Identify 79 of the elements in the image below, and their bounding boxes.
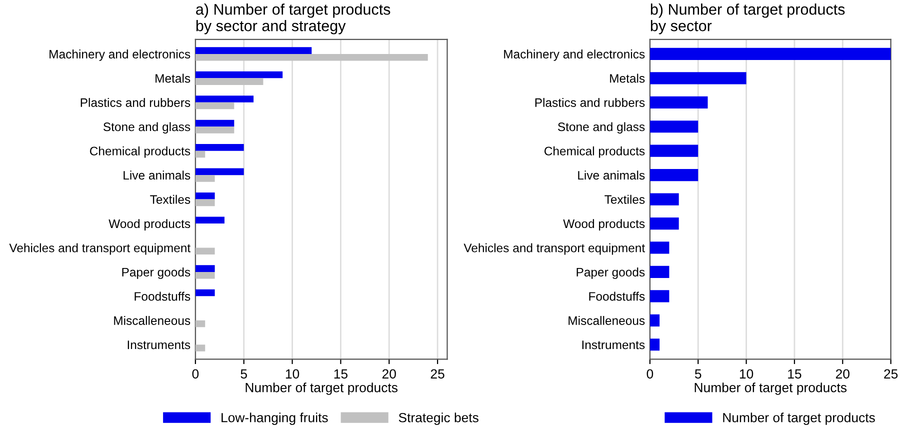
y-tick-label: Plastics and rubbers xyxy=(535,98,645,107)
y-tick-label: Instruments xyxy=(582,340,645,350)
x-tick-label: 10 xyxy=(286,369,300,379)
y-tick-label: Chemical products xyxy=(544,146,645,158)
y-tick-label: Machinery and electronics xyxy=(504,50,645,61)
bar xyxy=(650,48,891,60)
y-tick-label: Miscalleneous xyxy=(568,316,645,325)
y-tick-label: Plastics and rubbers xyxy=(80,98,190,107)
x-tick-label: 5 xyxy=(694,369,702,379)
bar xyxy=(195,199,215,206)
chart-title: b) Number of target products by sector xyxy=(650,4,845,34)
x-tick-label: 20 xyxy=(836,369,850,379)
y-tick-label: Wood products xyxy=(108,219,190,230)
bar xyxy=(650,96,708,108)
bar xyxy=(195,320,206,328)
bar xyxy=(195,175,215,182)
y-tick-label: Wood products xyxy=(563,219,645,230)
legend-label: Low-hanging fruits xyxy=(222,412,328,425)
bar xyxy=(195,71,283,78)
x-axis-title: Number of target products xyxy=(694,382,847,395)
y-tick-label: Foodstuffs xyxy=(589,292,645,301)
x-tick-label: 0 xyxy=(646,369,654,379)
x-tick-label: 25 xyxy=(884,369,898,379)
bar xyxy=(650,193,679,206)
bar xyxy=(195,96,254,102)
x-tick-label: 10 xyxy=(740,369,754,379)
x-axis-title: Number of target products xyxy=(246,382,398,395)
x-tick-label: 5 xyxy=(240,369,247,379)
legend-label: Number of target products xyxy=(723,412,875,425)
bar xyxy=(650,217,679,230)
y-tick-label: Metals xyxy=(610,74,645,83)
bar xyxy=(195,344,206,352)
bar xyxy=(650,169,698,182)
x-tick-label: 15 xyxy=(334,369,348,379)
bar xyxy=(650,338,660,351)
x-tick-label: 25 xyxy=(430,369,444,379)
bar xyxy=(650,242,670,254)
bar xyxy=(195,289,215,296)
bar xyxy=(650,266,670,278)
x-tick-label: 15 xyxy=(788,369,802,379)
y-tick-label: Vehicles and transport equipment xyxy=(464,243,645,255)
bar xyxy=(195,192,215,200)
y-tick-label: Miscalleneous xyxy=(114,316,190,325)
y-tick-label: Textiles xyxy=(150,194,190,204)
y-tick-label: Live animals xyxy=(124,170,190,180)
bar xyxy=(195,126,234,134)
y-tick-label: Paper goods xyxy=(122,268,190,279)
y-tick-label: Vehicles and transport equipment xyxy=(9,243,190,255)
bar xyxy=(195,47,312,54)
y-tick-label: Foodstuffs xyxy=(134,292,190,301)
bar xyxy=(650,144,698,157)
bar xyxy=(195,216,224,224)
bar xyxy=(650,314,660,326)
bar xyxy=(195,150,206,158)
bar xyxy=(195,248,215,255)
y-tick-label: Paper goods xyxy=(576,268,645,279)
bar xyxy=(195,168,244,176)
bar xyxy=(195,54,428,61)
y-tick-label: Chemical products xyxy=(90,146,190,158)
y-tick-label: Stone and glass xyxy=(103,122,190,134)
y-tick-label: Textiles xyxy=(604,194,645,204)
bar xyxy=(650,72,746,84)
bar xyxy=(195,102,234,110)
bar xyxy=(195,144,244,151)
bar xyxy=(195,120,234,127)
bar xyxy=(195,272,215,279)
bar xyxy=(195,265,215,272)
bar xyxy=(650,290,670,302)
y-tick-label: Machinery and electronics xyxy=(50,50,190,61)
y-tick-label: Instruments xyxy=(128,340,190,350)
y-tick-label: Stone and glass xyxy=(558,122,645,134)
bar xyxy=(195,78,264,85)
chart-title: a) Number of target products by sector and strategy xyxy=(196,4,390,34)
bar xyxy=(650,120,698,133)
y-tick-label: Metals xyxy=(156,74,190,83)
legend-label: Strategic bets xyxy=(398,412,478,425)
x-tick-label: 20 xyxy=(382,369,396,379)
x-tick-label: 0 xyxy=(192,369,199,379)
y-tick-label: Live animals xyxy=(578,170,645,180)
